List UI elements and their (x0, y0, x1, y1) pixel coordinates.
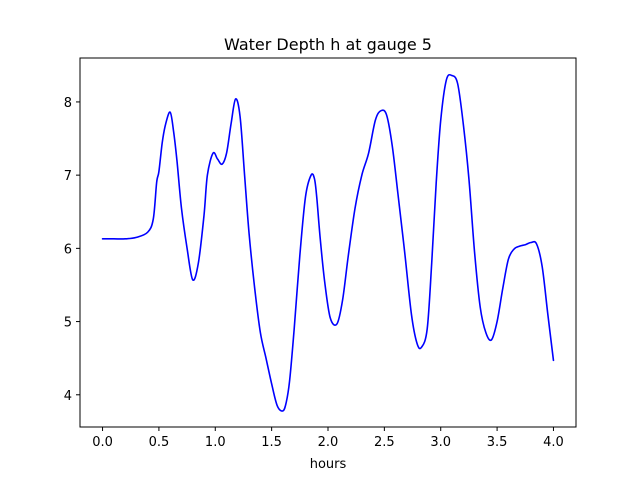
x-tick-label: 2.0 (318, 435, 339, 450)
y-tick-label: 6 (64, 242, 72, 257)
x-axis-label: hours (310, 457, 347, 472)
x-tick-label: 1.0 (205, 435, 226, 450)
x-tick-label: 0.5 (149, 435, 170, 450)
x-tick-label: 4.0 (543, 435, 564, 450)
x-tick-label: 3.0 (430, 435, 451, 450)
y-tick-label: 5 (64, 316, 72, 331)
x-tick-label: 3.5 (487, 435, 508, 450)
chart-title: Water Depth h at gauge 5 (224, 35, 432, 54)
x-tick-label: 1.5 (261, 435, 282, 450)
y-tick-label: 7 (64, 169, 72, 184)
x-tick-label: 0.0 (92, 435, 113, 450)
y-tick-label: 8 (64, 96, 72, 111)
y-tick-label: 4 (64, 389, 72, 404)
x-tick-label: 2.5 (374, 435, 395, 450)
